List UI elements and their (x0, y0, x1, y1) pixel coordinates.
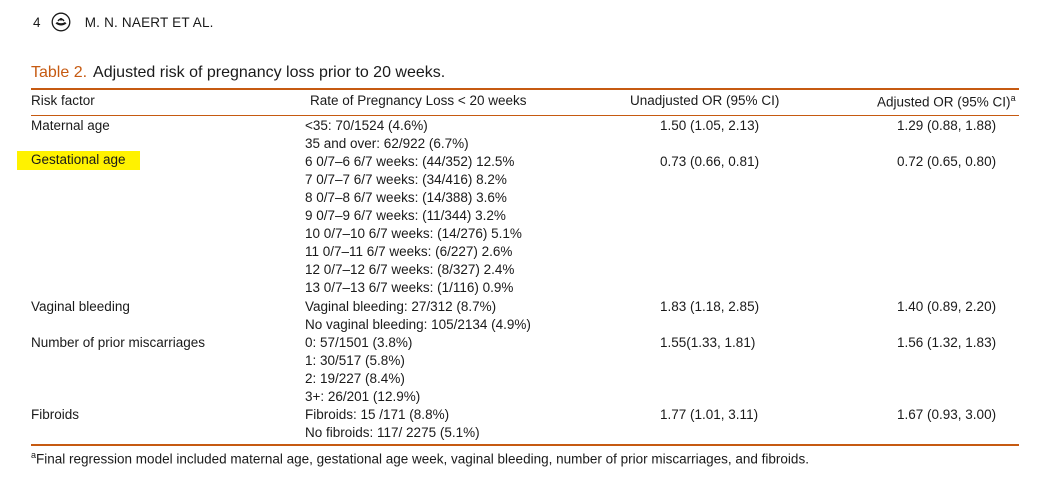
rate-line: Vaginal bleeding: 27/312 (8.7%) (305, 299, 497, 314)
rate-line: 0: 57/1501 (3.8%) (305, 335, 413, 350)
running-header: 4 M. N. NAERT ET AL. (33, 11, 214, 33)
rate-line: 35 and over: 62/922 (6.7%) (305, 136, 469, 151)
row-adjusted-or: 1.67 (0.93, 3.00) (897, 407, 997, 422)
column-header-unadjusted: Unadjusted OR (95% CI) (630, 93, 780, 108)
rate-line: 6 0/7–6 6/7 weeks: (44/352) 12.5% (305, 154, 515, 169)
table-label: Table 2. (31, 64, 88, 81)
table-bottom-rule (31, 444, 1019, 446)
rate-line: 12 0/7–12 6/7 weeks: (8/327) 2.4% (305, 262, 515, 277)
column-header-risk: Risk factor (31, 93, 95, 108)
row-risk-vaginal-bleeding: Vaginal bleeding (31, 299, 130, 314)
publisher-logo-icon (51, 12, 71, 32)
rate-line: 2: 19/227 (8.4%) (305, 371, 405, 386)
rate-line: <35: 70/1524 (4.6%) (305, 118, 428, 133)
footnote-text: Final regression model included maternal… (36, 451, 809, 467)
rate-line: 13 0/7–13 6/7 weeks: (1/116) 0.9% (305, 280, 514, 295)
row-adjusted-or: 1.56 (1.32, 1.83) (897, 335, 997, 350)
rate-line: 3+: 26/201 (12.9%) (305, 389, 421, 404)
table-title: Table 2. Adjusted risk of pregnancy loss … (31, 64, 445, 82)
row-unadjusted-or: 1.77 (1.01, 3.11) (660, 407, 759, 422)
rate-line: 1: 30/517 (5.8%) (305, 353, 405, 368)
rate-line: 7 0/7–7 6/7 weeks: (34/416) 8.2% (305, 172, 507, 187)
column-header-adjusted: Adjusted OR (95% CI)a (877, 93, 1016, 110)
rate-line: No fibroids: 117/ 2275 (5.1%) (305, 425, 480, 440)
footnote-marker: a (31, 450, 37, 460)
row-unadjusted-or: 1.83 (1.18, 2.85) (660, 299, 760, 314)
column-header-adjusted-sup: a (1010, 93, 1016, 103)
table-caption: Adjusted risk of pregnancy loss prior to… (93, 64, 446, 81)
rate-line: 10 0/7–10 6/7 weeks: (14/276) 5.1% (305, 226, 522, 241)
table-top-rule (31, 88, 1019, 90)
rate-line: 9 0/7–9 6/7 weeks: (11/344) 3.2% (305, 208, 506, 223)
table-header-rule (31, 115, 1019, 116)
row-unadjusted-or: 1.55(1.33, 1.81) (660, 335, 756, 350)
column-header-rate: Rate of Pregnancy Loss < 20 weeks (310, 93, 527, 108)
table-footnote: aFinal regression model included materna… (31, 450, 809, 467)
row-adjusted-or: 1.40 (0.89, 2.20) (897, 299, 997, 314)
rate-line: No vaginal bleeding: 105/2134 (4.9%) (305, 317, 531, 332)
column-header-adjusted-text: Adjusted OR (95% CI) (877, 94, 1011, 110)
row-risk-prior-miscarriages: Number of prior miscarriages (31, 335, 206, 350)
rate-line: 8 0/7–8 6/7 weeks: (14/388) 3.6% (305, 190, 507, 205)
row-adjusted-or: 1.29 (0.88, 1.88) (897, 118, 997, 133)
rate-line: 11 0/7–11 6/7 weeks: (6/227) 2.6% (305, 244, 513, 259)
page-number: 4 (33, 14, 41, 30)
row-unadjusted-or: 0.73 (0.66, 0.81) (660, 154, 760, 169)
row-unadjusted-or: 1.50 (1.05, 2.13) (660, 118, 760, 133)
author-line: M. N. NAERT ET AL. (84, 14, 214, 30)
row-risk-maternal-age: Maternal age (31, 118, 110, 133)
row-risk-fibroids: Fibroids (31, 407, 80, 422)
row-risk-gestational-age: Gestational age (17, 151, 140, 170)
rate-line: Fibroids: 15 /171 (8.8%) (305, 407, 450, 422)
row-adjusted-or: 0.72 (0.65, 0.80) (897, 154, 997, 169)
highlighted-risk-factor: Gestational age (17, 151, 140, 170)
